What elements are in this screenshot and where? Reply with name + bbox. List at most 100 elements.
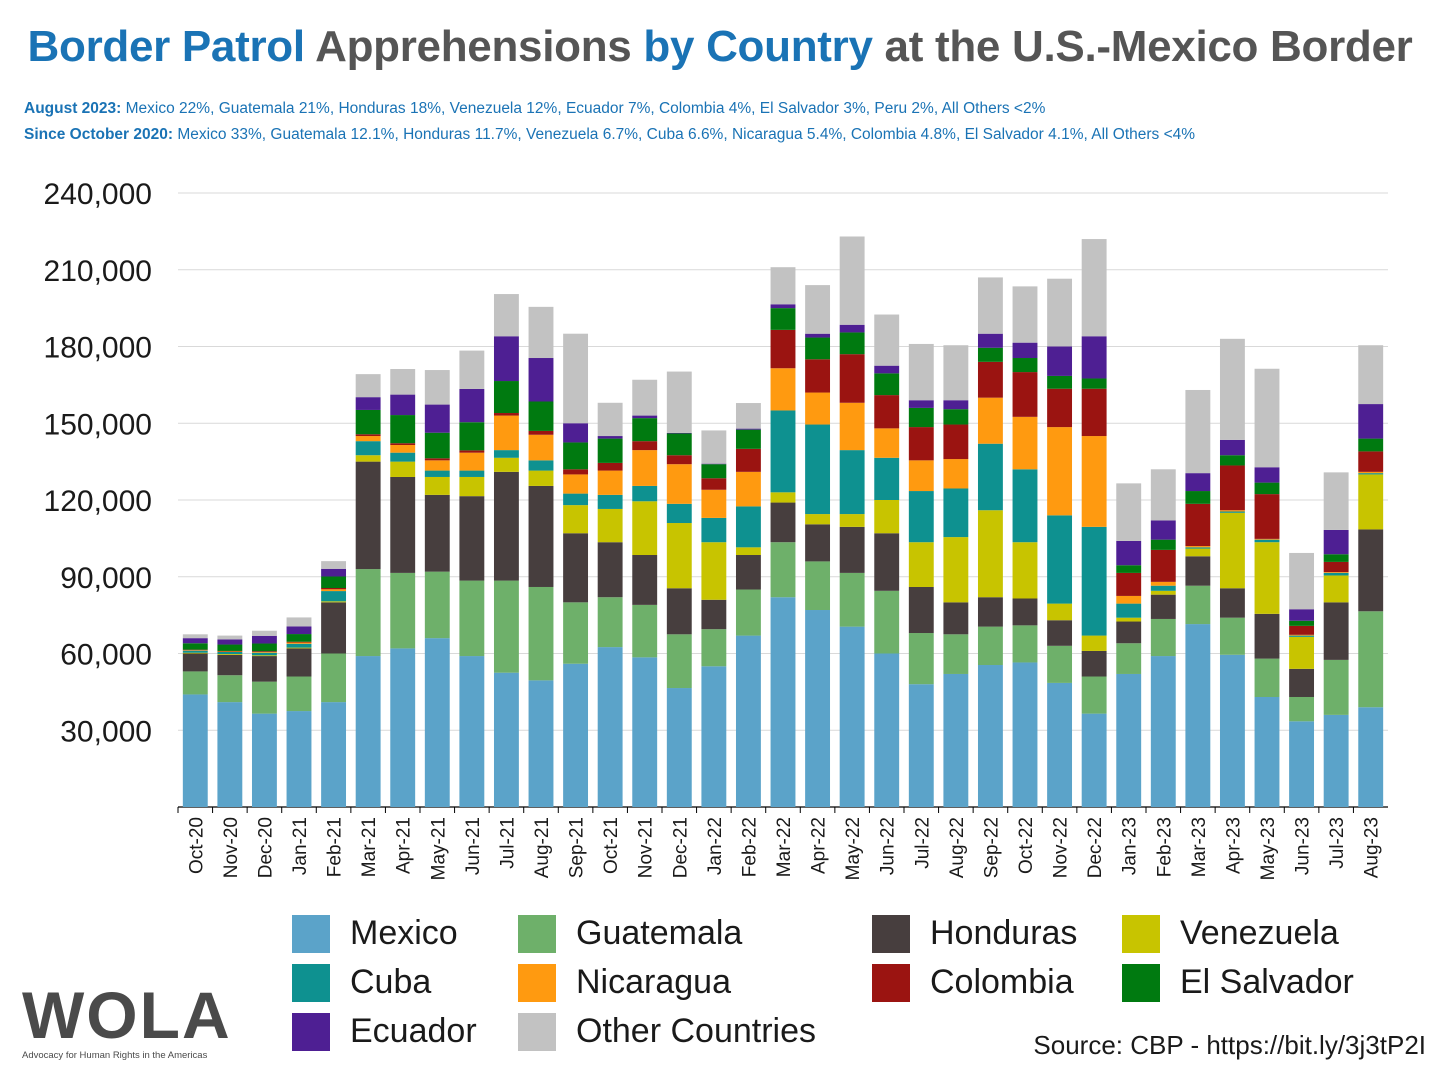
bar-segment-honduras (1047, 620, 1073, 646)
bar-segment-ecuador (1185, 473, 1211, 492)
bar-segment-cuba (459, 470, 485, 477)
bar-segment-mexico (1323, 714, 1349, 807)
source-note: Source: CBP - https://bit.ly/3j3tP2I (1033, 1030, 1426, 1060)
bar-segment-colombia (805, 359, 831, 393)
bar-segment-cuba (390, 452, 416, 462)
legend-label: Mexico (350, 914, 458, 952)
bar-segment-venezuela (770, 492, 796, 503)
bar-segment-nicaragua (943, 459, 969, 489)
bar-segment-other-countries (459, 350, 485, 389)
bar-segment-colombia (321, 588, 347, 590)
subtitle-august-2023-label: August 2023: (24, 100, 122, 117)
bar-segment-other-countries (977, 277, 1003, 334)
bar-segment-other-countries (701, 430, 727, 464)
bar-segment-cuba (977, 443, 1003, 511)
bar-segment-mexico (321, 702, 347, 807)
x-tick-label: Nov-21 (636, 817, 657, 878)
x-tick-label: Jun-21 (463, 817, 484, 875)
bar-segment-cuba (943, 488, 969, 538)
bar-segment-other-countries (182, 634, 208, 639)
bar-segment-cuba (528, 460, 554, 471)
bar-segment-cuba (597, 494, 623, 509)
bar-segment-el-salvador (770, 308, 796, 330)
legend-label: Nicaragua (576, 963, 731, 1001)
x-tick-label: Jun-23 (1293, 817, 1314, 875)
bar-segment-el-salvador (563, 442, 589, 470)
bar-segment-guatemala (770, 542, 796, 598)
bar-segment-guatemala (874, 590, 900, 654)
y-tick-label: 210,000 (44, 255, 152, 288)
bar-segment-mexico (493, 672, 519, 807)
bar-segment-mexico (286, 711, 312, 807)
bar-segment-cuba (735, 506, 761, 548)
bar-segment-el-salvador (597, 438, 623, 463)
bar-segment-colombia (943, 424, 969, 460)
bar-segment-cuba (251, 652, 277, 656)
bar-segment-ecuador (1219, 439, 1245, 456)
bar-segment-honduras (1116, 621, 1142, 644)
bar-segment-guatemala (977, 626, 1003, 666)
bar-segment-el-salvador (1081, 378, 1107, 389)
bar-segment-el-salvador (217, 644, 243, 651)
x-tick-label: Apr-21 (394, 817, 415, 874)
bar-segment-colombia (1289, 625, 1315, 635)
x-tick-label: Jan-22 (705, 817, 726, 875)
bar-segment-colombia (597, 462, 623, 471)
bar-segment-cuba (424, 470, 450, 477)
bar-segment-honduras (1081, 650, 1107, 677)
bar-segment-other-countries (1254, 368, 1280, 468)
bar-segment-honduras (805, 524, 831, 562)
bar-segment-guatemala (666, 634, 692, 689)
bar-segment-ecuador (908, 400, 934, 408)
bar-segment-venezuela (805, 514, 831, 525)
bar-segment-ecuador (1116, 540, 1142, 566)
bar-segment-ecuador (1254, 467, 1280, 483)
bar-segment-cuba (286, 643, 312, 648)
bar-segment-cuba (1358, 473, 1384, 475)
bar-segment-venezuela (528, 470, 554, 486)
bar-segment-honduras (874, 533, 900, 591)
bar-segment-colombia (977, 361, 1003, 398)
x-tick-label: Jul-21 (497, 817, 518, 869)
bar-segment-mexico (182, 694, 208, 807)
bar-segment-ecuador (355, 397, 381, 410)
bar-segment-el-salvador (1254, 482, 1280, 495)
bar-segment-guatemala (1289, 696, 1315, 722)
bar-segment-ecuador (701, 463, 727, 465)
bar-segment-el-salvador (632, 418, 658, 442)
bar-segment-mexico (977, 665, 1003, 807)
bar-segment-mexico (1012, 662, 1038, 807)
bar-segment-mexico (770, 597, 796, 807)
bar-segment-colombia (286, 641, 312, 643)
bar-segment-honduras (493, 471, 519, 581)
bar-segment-venezuela (908, 542, 934, 587)
bar-segment-other-countries (251, 630, 277, 636)
legend-label: Honduras (930, 914, 1078, 952)
bar-segment-guatemala (251, 681, 277, 714)
bar-segment-guatemala (908, 633, 934, 685)
bar-segment-honduras (908, 586, 934, 634)
legend-item-mexico: Mexico (292, 914, 458, 953)
bar-segment-venezuela (182, 652, 208, 654)
bar-segment-guatemala (701, 629, 727, 667)
bar-segment-honduras (286, 648, 312, 677)
bar-segment-cuba (493, 450, 519, 458)
bar-segment-honduras (217, 654, 243, 676)
bar-segment-cuba (805, 424, 831, 515)
bar-segment-colombia (1047, 388, 1073, 428)
bar-segment-guatemala (390, 572, 416, 649)
bar-segment-el-salvador (1219, 455, 1245, 466)
bar-segment-cuba (321, 591, 347, 602)
bar-segment-honduras (1219, 588, 1245, 618)
bar-segment-mexico (805, 610, 831, 807)
bar-segment-other-countries (1358, 345, 1384, 405)
bar-segment-honduras (770, 502, 796, 543)
bar-segment-other-countries (355, 374, 381, 398)
bar-segment-guatemala (1219, 617, 1245, 655)
y-tick-label: 150,000 (44, 408, 152, 441)
bar-segment-cuba (874, 457, 900, 500)
bar-segment-nicaragua (286, 642, 312, 644)
bar-segment-cuba (1116, 603, 1142, 618)
bar-segment-cuba (563, 493, 589, 506)
legend-swatch (292, 963, 330, 1002)
